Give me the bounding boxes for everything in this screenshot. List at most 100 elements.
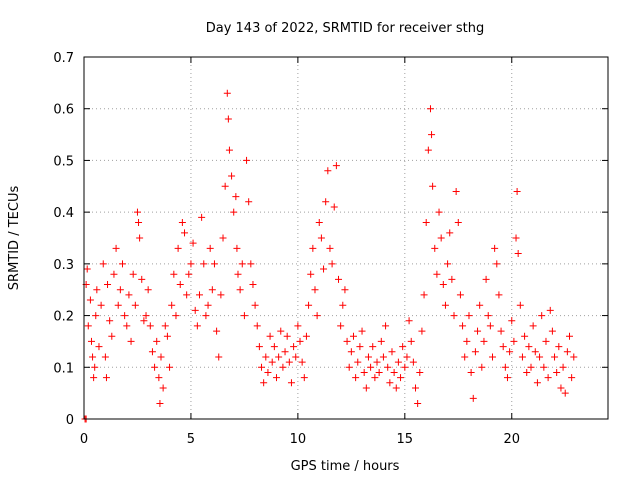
- data-point: [501, 363, 509, 371]
- data-point: [320, 265, 328, 273]
- data-point: [296, 337, 304, 345]
- x-tick-label: 20: [503, 432, 520, 447]
- data-point: [210, 260, 218, 268]
- x-tick-label: 15: [397, 432, 414, 447]
- data-point: [159, 384, 167, 392]
- data-point: [352, 374, 360, 382]
- y-tick-label: 0.1: [53, 361, 74, 376]
- data-point: [474, 327, 482, 335]
- data-point: [433, 270, 441, 278]
- data-point: [324, 167, 332, 175]
- data-point: [546, 306, 554, 314]
- data-point: [309, 244, 317, 252]
- data-point: [409, 358, 417, 366]
- data-point: [379, 353, 387, 361]
- data-point: [114, 301, 122, 309]
- data-point: [465, 312, 473, 320]
- data-point: [91, 363, 99, 371]
- data-point: [531, 348, 539, 356]
- data-point: [373, 358, 381, 366]
- data-point: [157, 353, 165, 361]
- data-point: [168, 301, 176, 309]
- data-point: [290, 343, 298, 351]
- data-point: [166, 363, 174, 371]
- data-point: [146, 322, 154, 330]
- data-point: [401, 363, 409, 371]
- plot-frame: [83, 56, 609, 420]
- data-point: [375, 368, 383, 376]
- y-tick-label: 0.6: [53, 103, 74, 118]
- data-point: [219, 234, 227, 242]
- data-point: [249, 281, 257, 289]
- data-point: [185, 270, 193, 278]
- data-point: [384, 363, 392, 371]
- data-point: [463, 337, 471, 345]
- data-point: [397, 374, 405, 382]
- data-point: [202, 312, 210, 320]
- data-point: [367, 363, 375, 371]
- data-point: [217, 291, 225, 299]
- data-point: [127, 337, 135, 345]
- data-point: [416, 368, 424, 376]
- x-tick-label: 0: [80, 432, 88, 447]
- data-point: [339, 301, 347, 309]
- data-point: [228, 172, 236, 180]
- data-point: [428, 131, 436, 139]
- data-point: [138, 275, 146, 283]
- data-point: [446, 229, 454, 237]
- data-point: [151, 363, 159, 371]
- data-point: [279, 363, 287, 371]
- data-point: [437, 234, 445, 242]
- data-point: [223, 89, 231, 97]
- data-point: [144, 286, 152, 294]
- data-point: [277, 327, 285, 335]
- data-point: [178, 218, 186, 226]
- data-point: [193, 322, 201, 330]
- data-point: [313, 312, 321, 320]
- data-point: [163, 332, 171, 340]
- data-point: [480, 337, 488, 345]
- y-tick-label: 0.5: [53, 154, 74, 169]
- data-point: [399, 343, 407, 351]
- data-point: [106, 317, 114, 325]
- data-point: [232, 193, 240, 201]
- data-point: [272, 374, 280, 382]
- data-point: [187, 260, 195, 268]
- data-point: [281, 348, 289, 356]
- data-point: [302, 332, 310, 340]
- x-tick-labels: 0 5 10 15 20: [80, 432, 520, 447]
- data-point: [431, 244, 439, 252]
- data-point: [104, 281, 112, 289]
- data-point: [140, 317, 148, 325]
- data-point: [548, 327, 556, 335]
- data-point: [176, 281, 184, 289]
- data-point: [476, 301, 484, 309]
- data-point: [525, 343, 533, 351]
- data-point: [362, 384, 370, 392]
- data-point: [112, 244, 120, 252]
- data-point: [551, 353, 559, 361]
- data-point: [326, 244, 334, 252]
- data-point: [486, 322, 494, 330]
- data-point: [420, 291, 428, 299]
- data-point: [533, 379, 541, 387]
- data-point: [181, 229, 189, 237]
- data-point: [118, 260, 126, 268]
- data-point: [243, 156, 251, 164]
- data-point: [412, 384, 420, 392]
- data-point: [332, 162, 340, 170]
- data-point: [204, 301, 212, 309]
- data-point: [240, 312, 248, 320]
- data-point: [170, 270, 178, 278]
- data-point: [195, 291, 203, 299]
- data-point: [508, 317, 516, 325]
- data-point: [236, 286, 244, 294]
- data-point: [542, 337, 550, 345]
- data-point: [369, 343, 377, 351]
- data-point: [390, 368, 398, 376]
- data-point: [471, 348, 479, 356]
- data-point: [523, 368, 531, 376]
- data-point: [429, 182, 437, 190]
- x-tick-label: 10: [290, 432, 307, 447]
- data-point: [356, 343, 364, 351]
